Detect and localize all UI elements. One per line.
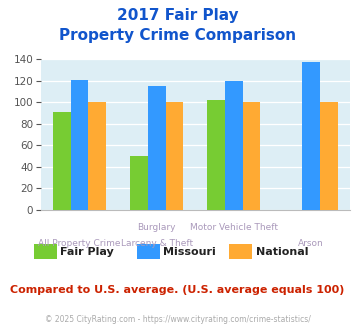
Bar [148, 86, 165, 210]
Text: All Property Crime: All Property Crime [38, 239, 121, 248]
Text: © 2025 CityRating.com - https://www.cityrating.com/crime-statistics/: © 2025 CityRating.com - https://www.city… [45, 315, 310, 324]
Bar [320, 102, 338, 210]
Text: Burglary: Burglary [137, 223, 176, 232]
Bar [225, 81, 243, 210]
Text: Arson: Arson [298, 239, 324, 248]
Text: Missouri: Missouri [163, 247, 216, 257]
Bar [243, 102, 261, 210]
Text: Property Crime Comparison: Property Crime Comparison [59, 28, 296, 43]
Bar [207, 100, 225, 210]
Bar [302, 61, 320, 210]
Bar [53, 112, 71, 210]
Text: Fair Play: Fair Play [60, 247, 114, 257]
Text: Motor Vehicle Theft: Motor Vehicle Theft [190, 223, 278, 232]
Bar [130, 156, 148, 210]
Bar [88, 102, 106, 210]
Text: 2017 Fair Play: 2017 Fair Play [117, 8, 238, 23]
Text: Compared to U.S. average. (U.S. average equals 100): Compared to U.S. average. (U.S. average … [10, 285, 345, 295]
Text: Larceny & Theft: Larceny & Theft [121, 239, 193, 248]
Bar [165, 102, 183, 210]
Bar [71, 80, 88, 210]
Text: National: National [256, 247, 308, 257]
